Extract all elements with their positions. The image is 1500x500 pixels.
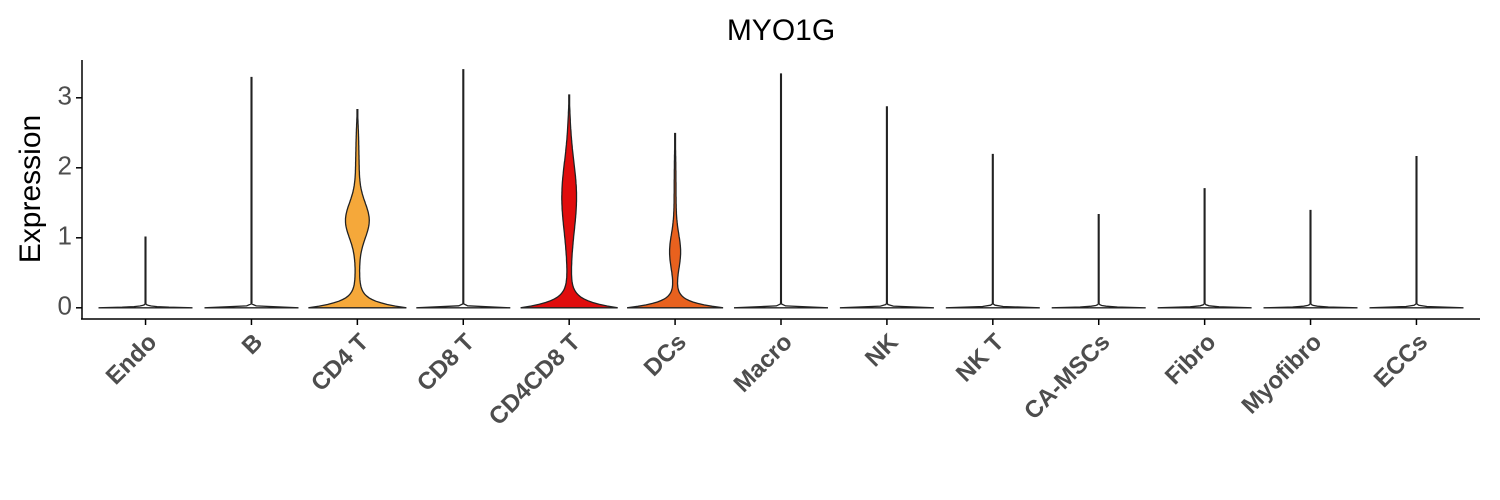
violin	[98, 236, 193, 309]
y-tick-label: 0	[58, 291, 72, 321]
violin	[839, 106, 934, 309]
x-tick-label: CD4 T	[306, 328, 374, 396]
violin	[945, 153, 1040, 309]
x-tick-label: Endo	[101, 329, 163, 391]
x-tick-label: NK	[860, 328, 904, 372]
violin	[733, 73, 829, 309]
y-axis-label: Expression	[14, 115, 47, 263]
violin	[520, 94, 618, 309]
violin	[416, 69, 511, 309]
x-tick-label: Macro	[729, 329, 798, 398]
x-tick-label: DCs	[639, 329, 692, 382]
x-tick-label: CA-MSCs	[1019, 329, 1115, 425]
violin	[1157, 188, 1252, 309]
y-tick-label: 1	[58, 221, 72, 251]
violin	[1051, 214, 1146, 309]
x-tick-label: Fibro	[1160, 329, 1222, 391]
y-tick-label: 3	[58, 81, 72, 111]
x-tick-label: CD8 T	[412, 328, 480, 396]
violin	[627, 132, 724, 309]
x-tick-label: Myofibro	[1237, 329, 1328, 420]
y-tick-label: 2	[58, 151, 72, 181]
x-tick-label: NK T	[951, 328, 1010, 387]
x-tick-label: CD4CD8 T	[484, 328, 586, 430]
violin	[1369, 155, 1464, 309]
violin	[308, 109, 407, 309]
violin	[204, 76, 299, 309]
x-tick-label: B	[237, 329, 268, 360]
chart-title: MYO1G	[727, 14, 835, 47]
violin	[1263, 209, 1358, 309]
x-tick-label: ECCs	[1369, 329, 1433, 393]
